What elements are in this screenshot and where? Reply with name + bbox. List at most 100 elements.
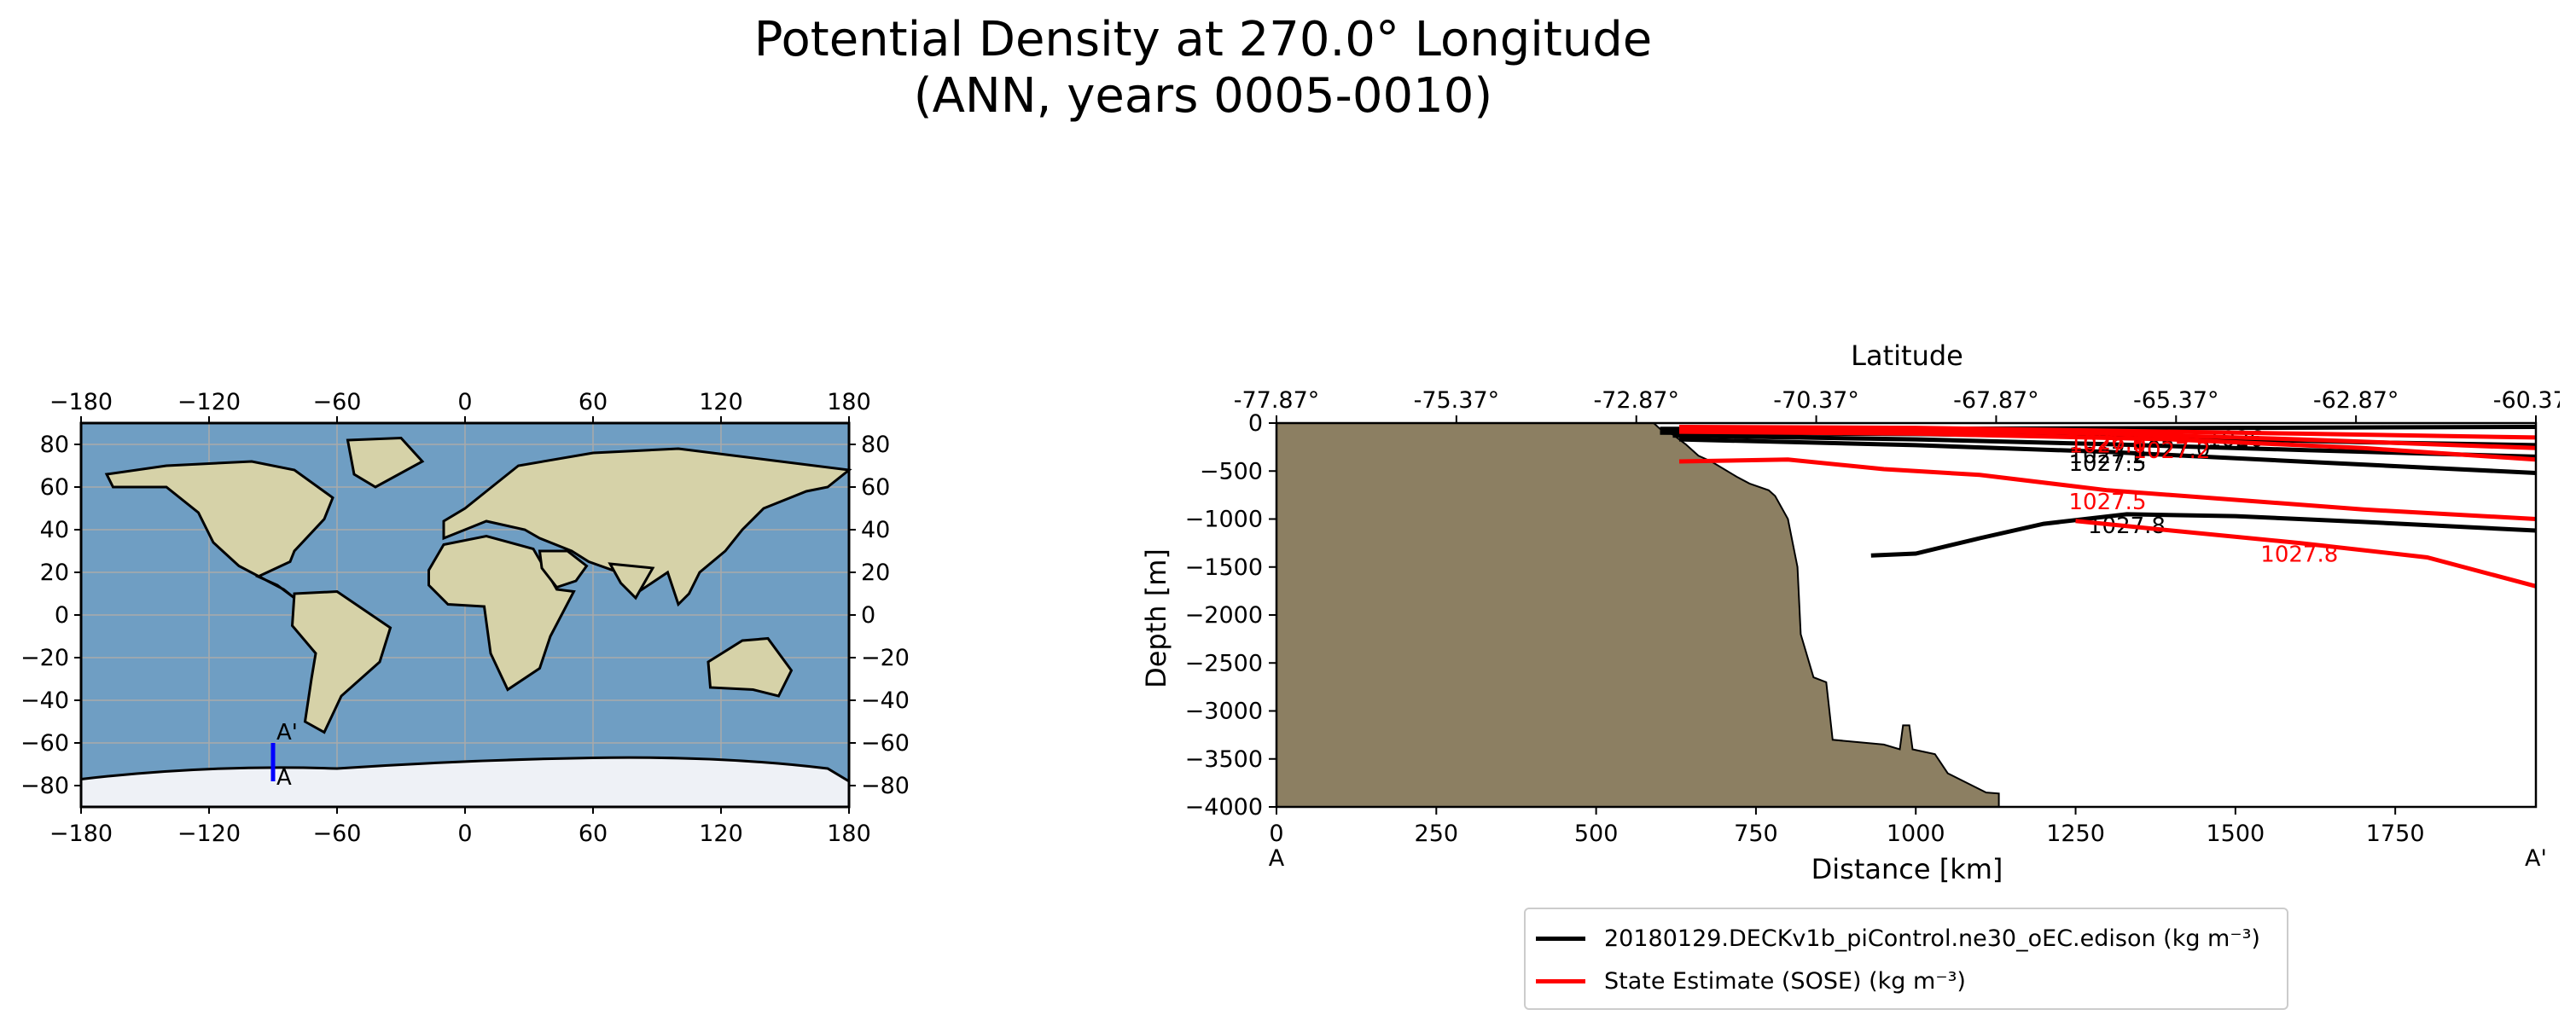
y-tick-label: −2000 — [1185, 602, 1263, 629]
map-tick-labels: −180 −180 −120 −120 −60 −60 0 0 60 60 120 120 180 180… — [20, 389, 910, 847]
map-lat-label-left: −20 — [20, 645, 69, 671]
map-lon-label-top: 180 — [827, 389, 871, 415]
legend-item-obs: State Estimate (SOSE) (kg m⁻³) — [1536, 964, 1966, 998]
map-lat-label-right: 0 — [861, 602, 875, 629]
south-america-shape — [290, 589, 393, 734]
top-tick-label: -70.37° — [1773, 387, 1859, 414]
map-lon-label-bottom: 0 — [457, 821, 472, 847]
section-panel: 10261027.01027.21027.51027.81026.81027.0… — [1140, 339, 2560, 885]
top-tick-label: -65.37° — [2133, 387, 2219, 414]
legend-label-model: 20180129.DECKv1b_piControl.ne30_oEC.edis… — [1604, 925, 2260, 952]
legend-swatch-obs — [1536, 978, 1585, 983]
legend-label-obs: State Estimate (SOSE) (kg m⁻³) — [1604, 967, 1966, 995]
map-continents — [79, 436, 852, 809]
greenland-shape — [346, 436, 425, 489]
y-axis-label: Depth [m] — [1140, 548, 1172, 688]
top-tick-label: -77.87° — [1234, 387, 1320, 414]
x-tick-label: 750 — [1734, 821, 1778, 847]
density-contours: 10261027.01027.21027.51027.81026.81027.0… — [1660, 425, 2537, 589]
map-lat-label-right: 40 — [861, 517, 890, 543]
map-lat-label-right: −40 — [861, 687, 910, 714]
x-axis-label: Distance [km] — [1811, 853, 2003, 885]
map-lon-label-top: −180 — [49, 389, 113, 415]
contour-model-1027.5 — [1678, 437, 2537, 475]
contour-label-obs-1027.8: 1027.8 — [2260, 542, 2338, 568]
map-lat-label-left: 0 — [55, 602, 69, 629]
map-lon-label-bottom: −60 — [313, 821, 362, 847]
australia-shape — [707, 636, 794, 698]
contour-model-1027.8 — [1870, 512, 2537, 558]
transect-label-end: A' — [276, 720, 298, 745]
india-shape — [608, 562, 655, 600]
eurasia-shape — [442, 447, 852, 607]
map-lon-label-top: 0 — [457, 389, 472, 415]
seafloor — [1276, 422, 2000, 808]
bathymetry-fill — [1276, 422, 2000, 808]
contour-model-1027.2 — [1672, 433, 2537, 459]
x-tick-label: 1750 — [2366, 821, 2425, 847]
y-tick-label: −3000 — [1185, 699, 1263, 725]
contour-label-model-1027.2: 1027.2 — [2069, 444, 2147, 469]
map-lon-label-top: −60 — [313, 389, 362, 415]
top-tick-label: -60.37° — [2493, 387, 2560, 414]
legend-item-model: 20180129.DECKv1b_piControl.ne30_oEC.edis… — [1536, 921, 2260, 955]
map-lat-label-left: −80 — [20, 773, 69, 799]
title-line-2: (ANN, years 0005-0010) — [913, 68, 1493, 124]
section-axes: 0 250 500 750 1000 1250 1500 1750 0 −500 −1000 −150… — [1185, 387, 2560, 847]
y-tick-label: −4000 — [1185, 794, 1263, 821]
top-axis-label: Latitude — [1851, 339, 1963, 372]
map-lat-label-right: 80 — [861, 432, 890, 458]
map-lat-label-left: −60 — [20, 730, 69, 757]
map-lat-label-right: 20 — [861, 560, 890, 586]
x-tick-label: 250 — [1415, 821, 1459, 847]
arabia-shape — [538, 549, 589, 589]
contour-obs-1027.5 — [1678, 457, 2537, 521]
top-tick-label: -67.87° — [1953, 387, 2039, 414]
x-tick-label: 1500 — [2206, 821, 2265, 847]
map-lat-label-right: −80 — [861, 773, 910, 799]
top-tick-label: -62.87° — [2313, 387, 2399, 414]
legend-swatch-model — [1536, 936, 1585, 941]
section-start-label: A — [1269, 845, 1285, 872]
map-lat-label-left: 60 — [40, 474, 69, 501]
map-lat-label-right: −20 — [861, 645, 910, 671]
title-line-1: Potential Density at 270.0° Longitude — [753, 12, 1653, 67]
contour-label-obs-1027.2: 1027.2 — [2132, 438, 2210, 464]
transect-line: A A' — [270, 720, 298, 791]
contour-obs-1027.8 — [2075, 519, 2537, 589]
contour-obs-1027.2 — [1678, 429, 2537, 462]
map-lat-label-left: 20 — [40, 560, 69, 586]
map-lat-label-left: 80 — [40, 432, 69, 458]
x-tick-label: 0 — [1269, 821, 1283, 847]
y-tick-label: 0 — [1248, 410, 1263, 437]
y-tick-label: −1500 — [1185, 554, 1263, 581]
section-end-label: A' — [2525, 845, 2547, 872]
chart-title: Potential Density at 270.0° Longitude (A… — [0, 12, 2406, 125]
map-lon-label-bottom: −120 — [177, 821, 241, 847]
contour-label-model-1027.5: 1027.5 — [2069, 451, 2147, 477]
map-lon-label-bottom: 60 — [579, 821, 608, 847]
north-america-shape — [104, 460, 334, 600]
y-tick-label: −1000 — [1185, 507, 1263, 533]
map-lon-label-bottom: −180 — [49, 821, 113, 847]
map-lat-label-left: 40 — [40, 517, 69, 543]
map-panel: −180 −180 −120 −120 −60 −60 0 0 60 60 120 120 180 180… — [20, 389, 910, 847]
contour-obs-1027.0 — [1678, 426, 2537, 450]
map-lat-label-right: −60 — [861, 730, 910, 757]
top-tick-label: -75.37° — [1414, 387, 1500, 414]
y-tick-label: −2500 — [1185, 650, 1263, 676]
top-tick-label: -72.87° — [1593, 387, 1679, 414]
x-tick-label: 500 — [1574, 821, 1619, 847]
map-lon-label-top: −120 — [177, 389, 241, 415]
y-tick-label: −3500 — [1185, 746, 1263, 773]
x-tick-label: 1250 — [2046, 821, 2105, 847]
map-lat-label-left: −40 — [20, 687, 69, 714]
map-lon-label-bottom: 120 — [699, 821, 743, 847]
contour-label-obs-1027.5: 1027.5 — [2069, 490, 2147, 515]
africa-shape — [427, 534, 576, 692]
y-tick-label: −500 — [1200, 458, 1263, 484]
legend: 20180129.DECKv1b_piControl.ne30_oEC.edis… — [1524, 908, 2288, 1010]
x-tick-label: 1000 — [1887, 821, 1945, 847]
map-lon-label-top: 120 — [699, 389, 743, 415]
transect-label-start: A — [276, 765, 292, 791]
